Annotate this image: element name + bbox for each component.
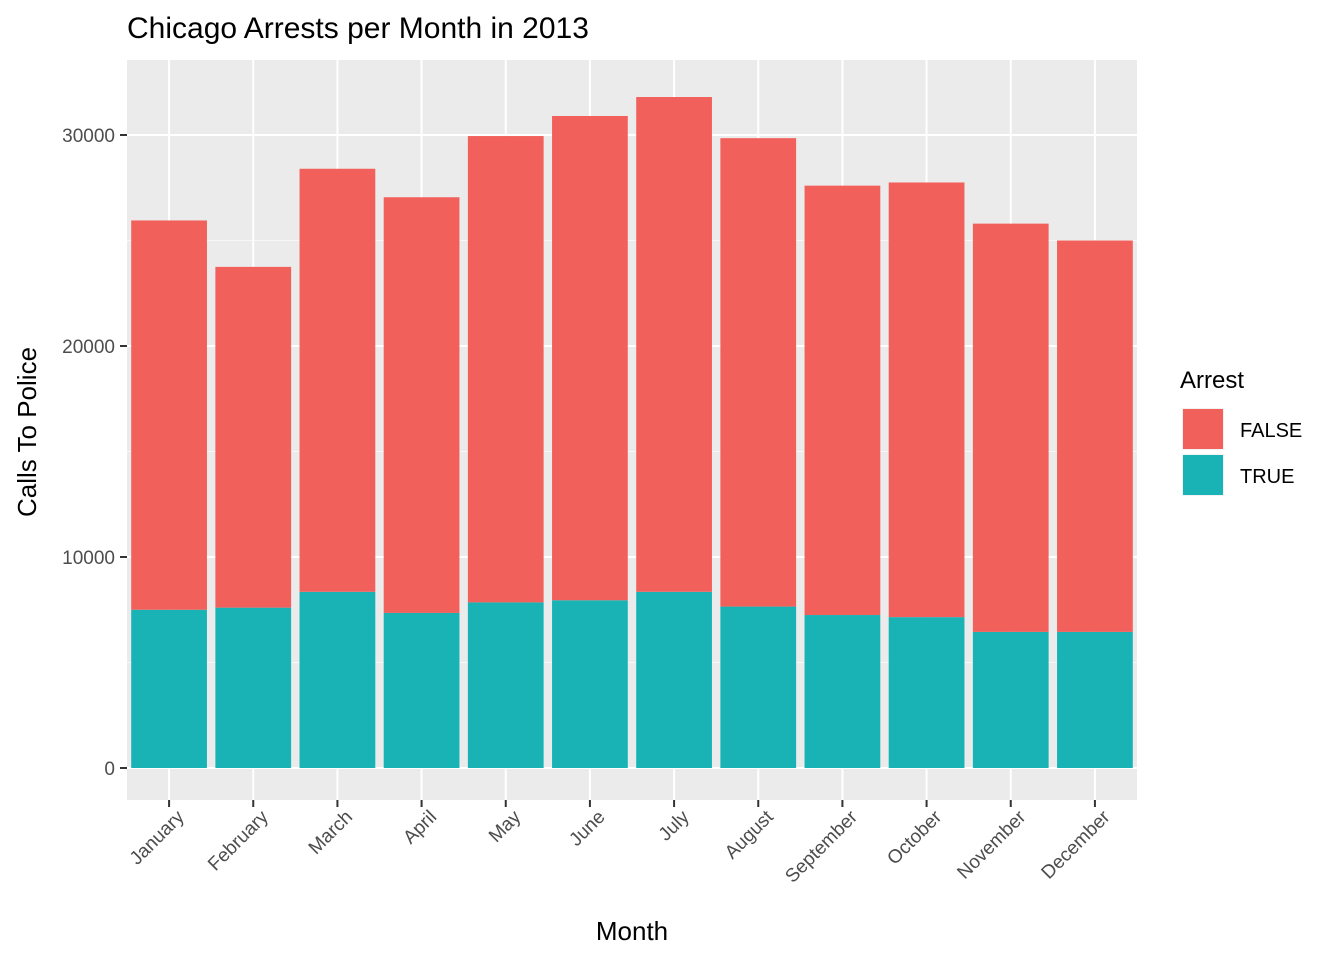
legend-swatch-true [1183,455,1223,495]
legend: Arrest FALSE TRUE [1180,367,1302,496]
bars [131,97,1133,768]
bar-true-june [552,600,628,768]
plot-panel [127,60,1137,800]
bar-false-september [804,185,881,616]
bar-false-october [888,182,965,618]
bar-true-january [131,609,207,768]
chart-title: Chicago Arrests per Month in 2013 [127,12,589,45]
bar-true-august [720,606,797,768]
y-axis: 0 10000 20000 30000 [62,126,127,780]
legend-title: Arrest [1180,367,1244,394]
y-tick-label: 30000 [62,126,115,147]
x-axis-label: Month [596,916,668,946]
bar-false-august [720,138,797,607]
bar-true-february [215,607,292,768]
bar-true-october [888,617,965,768]
bar-true-november [972,631,1049,768]
bar-true-december [1057,631,1133,768]
bar-false-december [1057,240,1133,632]
bar-false-april [383,197,460,613]
bar-true-july [636,591,712,768]
bar-true-march [299,591,376,768]
bar-false-march [299,168,376,592]
bar-true-september [804,615,881,768]
bar-false-january [131,220,207,610]
legend-swatch-false [1183,409,1223,449]
bar-false-november [972,223,1049,632]
legend-label-false: FALSE [1240,420,1302,442]
bar-true-april [383,612,460,768]
bar-false-july [636,97,712,592]
y-axis-label: Calls To Police [12,347,42,517]
y-tick-label: 0 [104,759,115,780]
y-tick-label: 20000 [62,337,115,358]
bar-true-may [467,602,544,768]
bar-false-may [467,136,544,603]
bar-false-june [552,116,628,601]
y-tick-label: 10000 [62,548,115,569]
bar-false-february [215,266,292,608]
legend-label-true: TRUE [1240,466,1294,488]
